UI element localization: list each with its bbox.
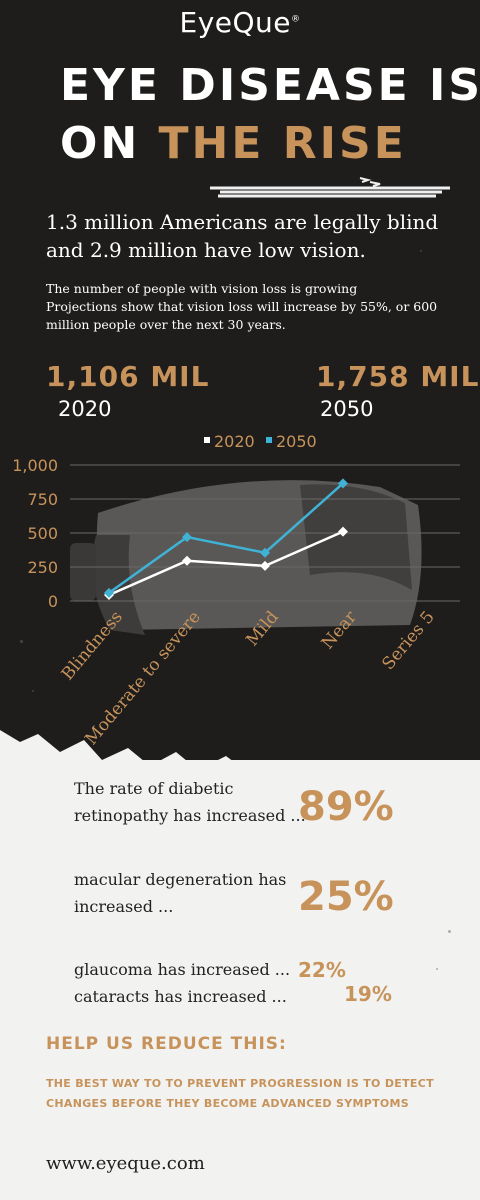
rate-line: macular degeneration has: [74, 870, 287, 889]
data-point: [260, 560, 270, 571]
sub-line: million people over the next 30 years.: [46, 317, 286, 332]
legend-swatch: [266, 437, 272, 443]
data-point: [338, 526, 348, 537]
rate-glaucoma-value: 22%: [298, 958, 346, 982]
series-line-2050: [108, 482, 344, 594]
stat-2020-year: 2020: [58, 397, 112, 421]
stat-2050-value: 1,758 MIL: [316, 360, 480, 393]
speck-decoration: [436, 968, 438, 970]
legend-label: 2050: [276, 432, 317, 451]
headline-line-1: EYE DISEASE IS: [60, 60, 480, 111]
speck-decoration: [20, 640, 23, 643]
rate-macular-degeneration: macular degeneration has increased ...: [74, 866, 286, 920]
help-line: THE BEST WAY TO TO PREVENT PROGRESSION I…: [46, 1077, 434, 1090]
help-line: CHANGES BEFORE THEY BECOME ADVANCED SYMP…: [46, 1097, 409, 1110]
brand-logo: EyeQue®: [179, 6, 301, 39]
stat-2050-year: 2050: [320, 397, 374, 421]
rate-macular-degeneration-value: 25%: [298, 874, 394, 920]
sub-statement: The number of people with vision loss is…: [46, 280, 466, 334]
lead-statement: 1.3 million Americans are legally blind …: [46, 210, 439, 262]
speck-decoration: [448, 930, 451, 933]
website-link[interactable]: www.eyeque.com: [46, 1153, 205, 1174]
sub-line: Projections show that vision loss will i…: [46, 299, 438, 314]
chart-legend: 2020 2050: [204, 432, 317, 451]
rate-glaucoma-cataracts: glaucoma has increased ... cataracts has…: [74, 956, 290, 1010]
help-title: HELP US REDUCE THIS:: [46, 1034, 287, 1054]
y-tick-label: 250: [27, 558, 58, 577]
brush-underline-decoration: [210, 177, 450, 198]
y-tick-label: 0: [48, 592, 58, 611]
rate-diabetic-retinopathy: The rate of diabetic retinopathy has inc…: [74, 775, 306, 829]
dark-header-panel: [0, 0, 480, 760]
rate-line: retinopathy has increased ...: [74, 806, 306, 825]
data-point: [338, 478, 348, 489]
legend-label: 2020: [214, 432, 255, 451]
stat-2020-value: 1,106 MIL: [46, 360, 210, 393]
headline-line-2: ON THE RISE: [60, 118, 407, 169]
rate-line: cataracts has increased ...: [74, 987, 287, 1006]
data-point: [182, 555, 192, 566]
data-point: [260, 547, 270, 558]
y-tick-label: 500: [27, 524, 58, 543]
rate-cataracts-value: 19%: [344, 982, 392, 1006]
speck-decoration: [32, 690, 34, 692]
help-body: THE BEST WAY TO TO PREVENT PROGRESSION I…: [46, 1074, 446, 1114]
y-tick-label: 750: [27, 490, 58, 509]
speck-decoration: [420, 250, 422, 252]
rate-line: increased ...: [74, 897, 174, 916]
rate-line: The rate of diabetic: [74, 779, 234, 798]
vr-headset-backdrop: [70, 480, 422, 635]
chart-y-axis: 0 250 500 750 1,000: [12, 456, 58, 611]
rate-diabetic-retinopathy-value: 89%: [298, 784, 394, 830]
data-point: [104, 587, 114, 598]
data-point: [182, 532, 192, 543]
series-line-2020: [108, 530, 344, 597]
sub-line: The number of people with vision loss is…: [46, 281, 358, 296]
y-tick-label: 1,000: [12, 456, 58, 475]
legend-swatch: [204, 437, 210, 443]
x-tick-label: Blindness: [58, 607, 127, 684]
headline-accent: THE RISE: [158, 118, 407, 169]
chart-series: [104, 478, 348, 601]
torn-paper-edge: [0, 730, 480, 800]
rate-line: glaucoma has increased ...: [74, 960, 291, 979]
